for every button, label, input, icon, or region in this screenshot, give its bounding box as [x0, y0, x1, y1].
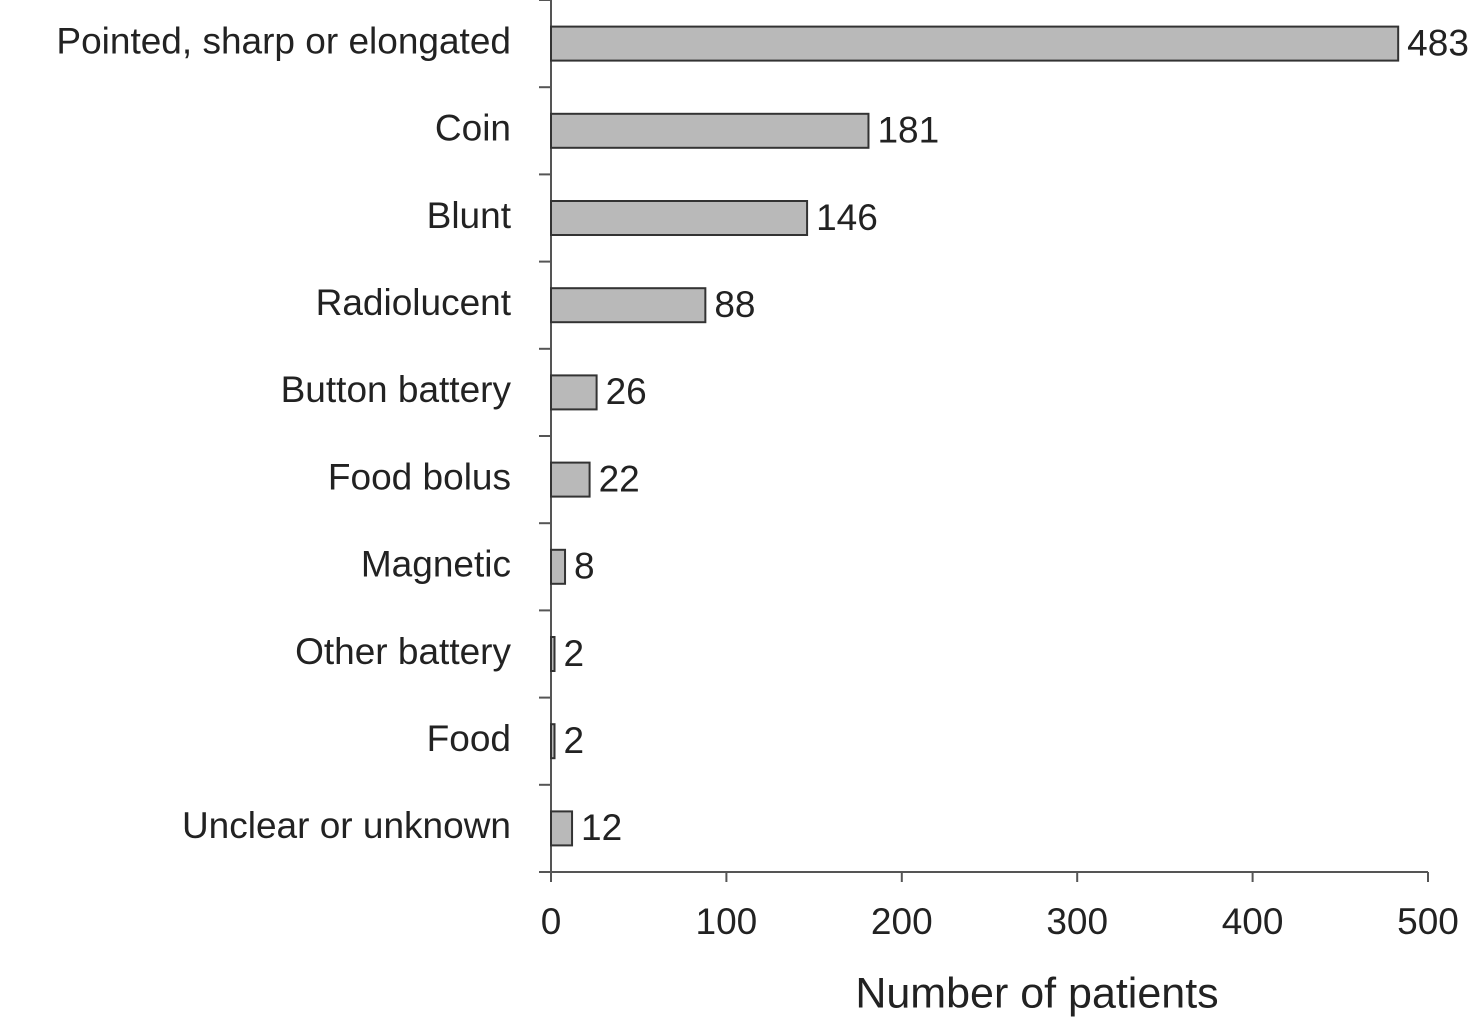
y-tick-label: Radiolucent: [316, 282, 512, 323]
x-tick-label: 500: [1397, 901, 1459, 942]
bar: [550, 112, 870, 149]
x-tick-label: 100: [696, 901, 758, 942]
x-tick-label: 0: [541, 901, 562, 942]
y-tick-label: Blunt: [427, 195, 512, 236]
y-tick-label: Food: [427, 718, 511, 759]
value-label: 146: [816, 197, 878, 238]
y-tick-label: Button battery: [281, 369, 512, 410]
bar: [550, 636, 556, 672]
bar: [550, 287, 707, 324]
value-label: 26: [606, 371, 647, 412]
value-label: 2: [564, 720, 585, 761]
value-label: 12: [581, 807, 622, 848]
bar: [550, 461, 591, 498]
y-tick-label: Magnetic: [361, 544, 511, 585]
x-tick-label: 200: [871, 901, 933, 942]
y-tick-label: Other battery: [295, 631, 511, 672]
value-label: 2: [564, 633, 585, 674]
value-label: 88: [714, 284, 755, 325]
value-label: 483: [1407, 22, 1469, 63]
bar: [550, 374, 598, 411]
bar: [550, 810, 574, 847]
y-tick-label: Coin: [435, 108, 511, 149]
y-tick-label: Food bolus: [328, 456, 511, 497]
y-tick-label: Pointed, sharp or elongated: [56, 20, 511, 61]
bar: [550, 200, 809, 236]
value-label: 181: [877, 110, 939, 151]
x-axis-title: Number of patients: [855, 969, 1218, 1017]
y-tick-label: Unclear or unknown: [182, 805, 511, 846]
bar: [550, 548, 567, 585]
bar: [550, 723, 556, 760]
value-label: 8: [574, 546, 595, 587]
bar: [550, 25, 1400, 62]
x-tick-label: 400: [1222, 901, 1284, 942]
value-label: 22: [599, 458, 640, 499]
x-tick-label: 300: [1046, 901, 1108, 942]
